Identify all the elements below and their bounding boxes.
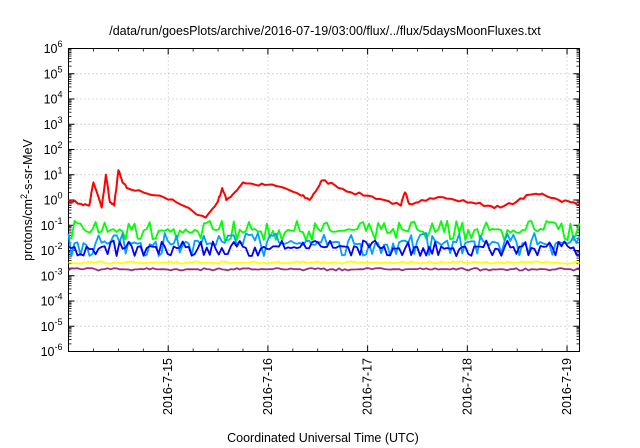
series-line-1: [68, 219, 581, 242]
x-tick-label: 2016-7-15: [161, 358, 175, 415]
y-tick-label: 10-5: [41, 317, 63, 334]
y-tick-label: 105: [44, 64, 63, 81]
y-axis-label-rest: -s-sr-MeV: [21, 138, 35, 194]
y-tick-label: 100: [44, 191, 63, 208]
plot-frame: [68, 48, 580, 352]
y-tick-label: 102: [44, 140, 63, 157]
x-tick-label: 2016-7-18: [460, 358, 474, 415]
y-tick-label: 103: [44, 115, 63, 132]
y-tick-label: 106: [44, 39, 63, 56]
chart-title: /data/run/goesPlots/archive/2016-07-19/0…: [109, 24, 541, 38]
x-tick-label: 2016-7-19: [560, 358, 574, 415]
series-line-4: [68, 260, 581, 265]
y-tick-label: 104: [44, 90, 63, 107]
y-tick-label: 101: [44, 165, 63, 182]
y-tick-label: 10-3: [41, 266, 63, 283]
grid: [68, 48, 580, 352]
y-tick-label: 10-1: [41, 216, 63, 233]
x-tick-label: 2016-7-17: [361, 358, 375, 415]
series-line-2: [67, 232, 581, 257]
y-tick-label: 10-2: [41, 241, 63, 258]
series-group: [67, 169, 581, 272]
y-axis-label-base: protons/cm: [21, 199, 35, 261]
x-axis-label: Coordinated Universal Time (UTC): [227, 431, 419, 445]
x-tick-labels: 2016-7-15 2016-7-16 2016-7-17 2016-7-18 2016…: [161, 358, 574, 415]
y-axis-label-sup: 2: [19, 194, 29, 199]
y-axis-label: protons/cm2-s-sr-MeV: [19, 138, 35, 260]
y-tick-label: 10-6: [41, 342, 63, 359]
x-tick-label: 2016-7-16: [261, 358, 275, 415]
series-line-0: [67, 169, 580, 219]
y-tick-labels: 106 105 104 103 102 101 100 10-1 10-2 10-3 10-4 10-…: [41, 39, 63, 359]
y-tick-label: 10-4: [41, 292, 63, 309]
series-line-5: [68, 267, 580, 272]
series-line-3: [68, 239, 580, 257]
